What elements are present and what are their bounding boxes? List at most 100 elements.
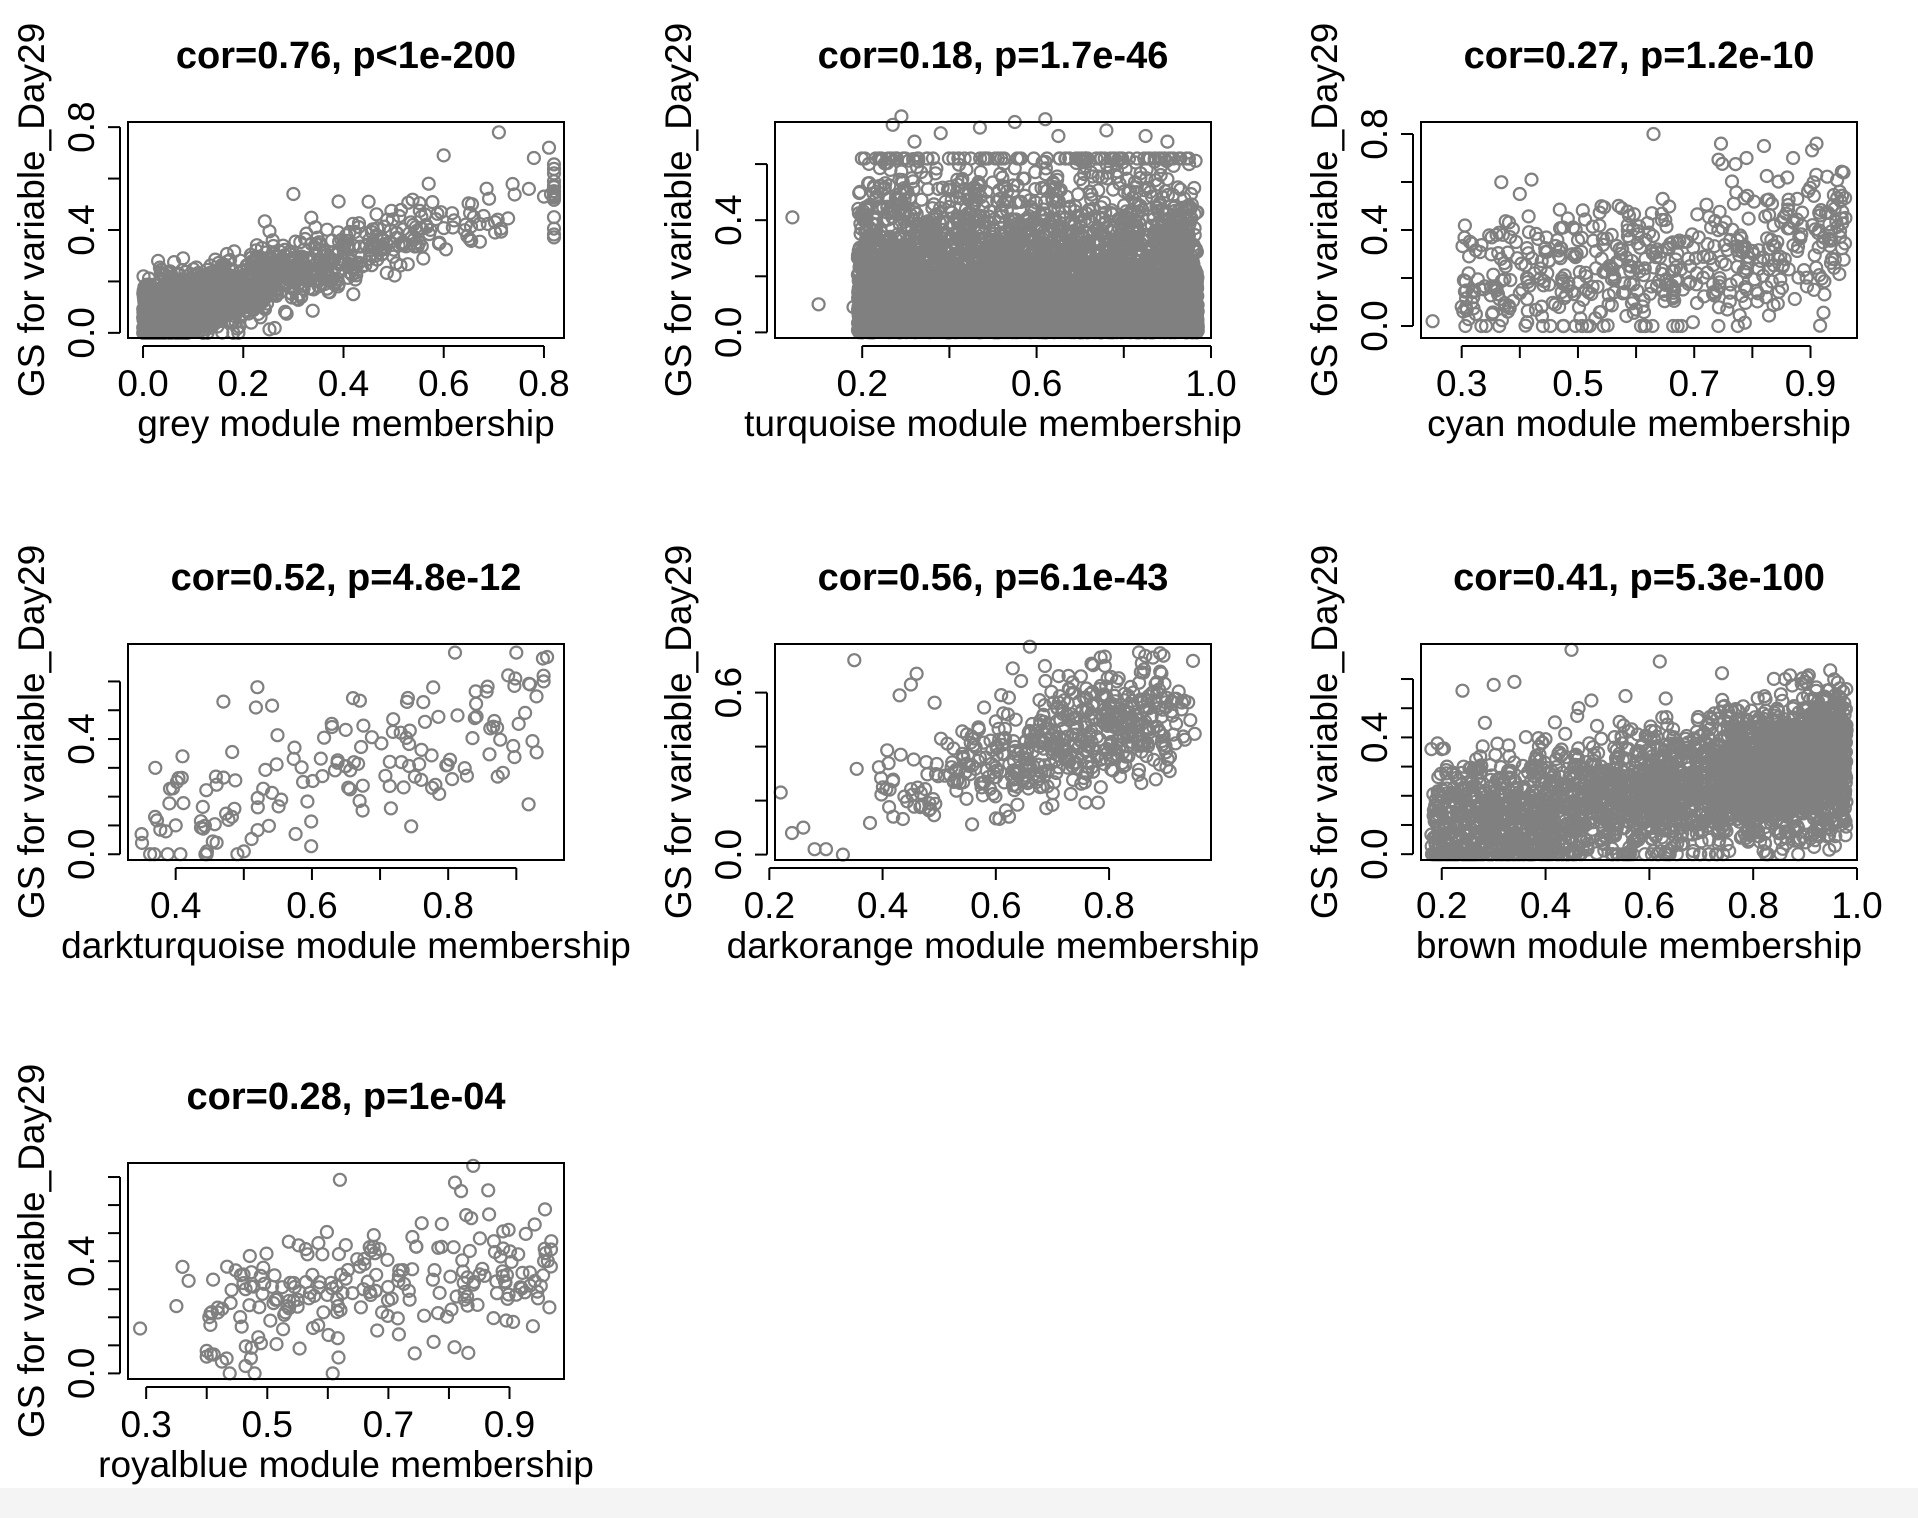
- data-point: [463, 219, 479, 234]
- data-point: [546, 227, 562, 242]
- data-point: [376, 233, 391, 248]
- data-point: [479, 181, 494, 196]
- data-point: [305, 303, 320, 318]
- point-group: [136, 125, 562, 340]
- data-point: [490, 212, 505, 227]
- data-point: [136, 305, 151, 320]
- data-point: [153, 283, 168, 298]
- data-point: [403, 215, 418, 230]
- x-tick-label: 0.2: [218, 363, 269, 404]
- data-point: [304, 210, 319, 225]
- data-point: [476, 208, 491, 224]
- data-point: [546, 166, 562, 181]
- data-point: [220, 254, 235, 269]
- data-point: [331, 254, 346, 270]
- data-point: [222, 282, 237, 297]
- data-point: [186, 293, 201, 308]
- data-point: [396, 222, 411, 237]
- data-point: [344, 267, 360, 282]
- data-point: [393, 258, 408, 273]
- data-point: [267, 249, 282, 264]
- data-point: [421, 176, 436, 191]
- data-point: [346, 239, 362, 254]
- data-point: [299, 226, 314, 241]
- data-point: [431, 236, 447, 251]
- data-point: [363, 248, 378, 263]
- data-point: [167, 255, 182, 270]
- data-point: [521, 181, 537, 196]
- data-point: [369, 207, 384, 222]
- data-point: [176, 251, 191, 266]
- data-point: [314, 269, 329, 284]
- data-point: [298, 231, 313, 247]
- data-point: [238, 275, 253, 290]
- data-point: [228, 315, 243, 330]
- data-point: [246, 261, 261, 276]
- data-point: [168, 288, 183, 303]
- data-point: [310, 255, 325, 270]
- data-point: [254, 240, 269, 256]
- data-point: [294, 290, 309, 305]
- data-point: [238, 292, 253, 307]
- data-point: [290, 270, 306, 285]
- data-point: [278, 304, 293, 319]
- data-point: [146, 285, 161, 300]
- data-point: [412, 203, 427, 218]
- data-point: [253, 310, 268, 325]
- data-point: [217, 257, 232, 272]
- data-point: [255, 259, 270, 274]
- data-point: [267, 320, 282, 336]
- data-point: [463, 205, 478, 221]
- data-point: [419, 219, 435, 234]
- data-point: [316, 243, 331, 258]
- data-point: [361, 194, 376, 209]
- data-point: [296, 281, 311, 296]
- data-point: [387, 268, 402, 283]
- data-point: [202, 280, 217, 296]
- data-point: [423, 222, 438, 237]
- data-point: [225, 300, 240, 315]
- data-point: [151, 253, 166, 268]
- data-point: [346, 287, 361, 302]
- data-point: [276, 238, 291, 253]
- data-point: [393, 202, 409, 218]
- data-point: [156, 300, 171, 315]
- data-point: [286, 265, 301, 280]
- data-point: [507, 187, 522, 202]
- data-point: [380, 212, 395, 227]
- data-point: [251, 277, 266, 292]
- data-point: [166, 313, 181, 328]
- data-point: [302, 281, 317, 296]
- data-point: [214, 266, 229, 282]
- data-point: [536, 189, 552, 204]
- x-tick-label: 0.4: [318, 363, 369, 404]
- data-point: [321, 284, 336, 299]
- x-tick-label: 0.6: [418, 363, 469, 404]
- data-point: [425, 195, 440, 210]
- data-point: [331, 194, 346, 209]
- data-point: [147, 312, 162, 327]
- data-point: [464, 197, 480, 212]
- data-point: [433, 205, 448, 220]
- y-tick-label: 0.8: [61, 101, 102, 152]
- y-axis-label: GS for variable_Day29: [11, 23, 52, 397]
- x-tick-label: 0.8: [518, 363, 569, 404]
- data-point: [257, 214, 272, 229]
- data-point: [308, 240, 323, 255]
- data-point: [401, 195, 416, 210]
- data-point: [493, 221, 509, 236]
- data-point: [546, 161, 562, 176]
- data-point: [436, 148, 451, 163]
- data-point: [541, 140, 557, 155]
- data-point: [466, 210, 481, 225]
- chart-title: cor=0.76, p<1e-200: [176, 35, 516, 77]
- data-point: [348, 224, 363, 239]
- data-point: [546, 157, 562, 172]
- data-point: [145, 292, 160, 307]
- data-point: [546, 221, 562, 236]
- data-point: [317, 276, 332, 292]
- data-point: [247, 252, 262, 267]
- data-point: [316, 253, 332, 268]
- data-point: [218, 290, 234, 305]
